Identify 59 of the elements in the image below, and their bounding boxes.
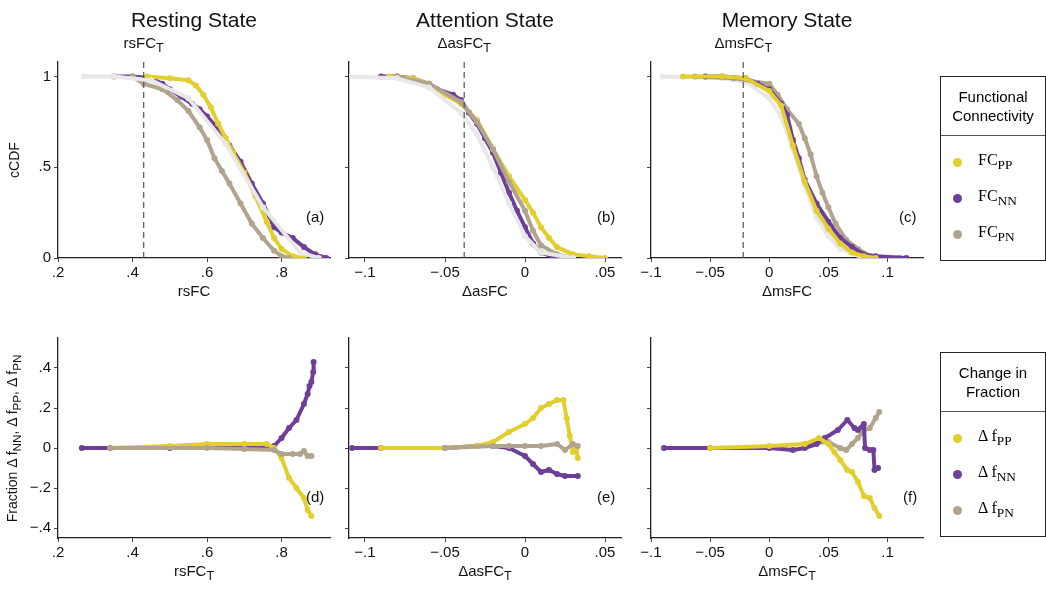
ref-line-label: rsFC$_{T}$ bbox=[122, 34, 165, 55]
x-tick-label: .1 bbox=[881, 543, 894, 561]
annotation: (b) bbox=[597, 208, 616, 225]
y-axis-title: cCDF bbox=[5, 142, 22, 178]
x-tick-label: −.05 bbox=[430, 263, 460, 281]
annotation: (e) bbox=[597, 488, 616, 505]
annotation: (d) bbox=[306, 488, 325, 505]
y-tick-label: 0 bbox=[42, 248, 51, 266]
legend-title: Change in Fraction bbox=[941, 353, 1045, 412]
legend-label: FC$_{PP}$ bbox=[978, 150, 1013, 174]
ref-line-label: ΔmsFC$_{T}$ bbox=[713, 34, 774, 55]
x-tick-label: 0 bbox=[765, 543, 774, 561]
x-tick-label: .05 bbox=[594, 543, 616, 561]
legend-label: Δ f$_{PP}$ bbox=[978, 426, 1012, 450]
x-tick-label: 0 bbox=[520, 263, 530, 281]
legend-title: Functional Connectivity bbox=[941, 77, 1045, 136]
x-tick-label: −.1 bbox=[640, 543, 662, 561]
legend-label: Δ f$_{NN}$ bbox=[978, 462, 1016, 486]
x-tick-label: .6 bbox=[200, 263, 214, 281]
annotation: (f) bbox=[903, 488, 918, 505]
x-tick-label: .4 bbox=[126, 543, 139, 561]
x-tick-label: −.1 bbox=[354, 263, 376, 281]
y-tick-label: 1 bbox=[42, 66, 51, 84]
legend-label: FC$_{PN}$ bbox=[978, 222, 1015, 246]
y-tick-label: −.2 bbox=[29, 478, 51, 496]
legend-label: FC$_{NN}$ bbox=[978, 186, 1017, 210]
x-axis-title: rsFC$_{T}$ bbox=[172, 562, 216, 583]
chart-title: Attention State bbox=[415, 8, 555, 32]
y-tick-label: 0 bbox=[42, 438, 51, 456]
y-tick-label: .4 bbox=[38, 358, 51, 376]
x-axis-title: ΔmsFC bbox=[761, 282, 813, 299]
chart-title: Resting State bbox=[129, 8, 259, 32]
x-tick-label: .05 bbox=[817, 263, 839, 281]
x-tick-label: −.1 bbox=[354, 543, 376, 561]
x-tick-label: −.1 bbox=[640, 263, 662, 281]
x-tick-label: .8 bbox=[275, 263, 288, 281]
ref-line-label: ΔasFC$_{T}$ bbox=[436, 34, 492, 55]
legend-label: Δ f$_{PN}$ bbox=[978, 498, 1014, 522]
x-tick-label: −.05 bbox=[430, 543, 460, 561]
annotation: (a) bbox=[306, 208, 325, 225]
x-tick-label: .8 bbox=[275, 543, 288, 561]
x-tick-label: .6 bbox=[200, 543, 214, 561]
y-tick-label: .2 bbox=[38, 398, 51, 416]
x-tick-label: .05 bbox=[594, 263, 616, 281]
x-tick-label: .05 bbox=[817, 543, 839, 561]
x-axis-title: ΔasFC$_{T}$ bbox=[457, 562, 513, 583]
x-tick-label: −.05 bbox=[695, 543, 725, 561]
x-tick-label: 0 bbox=[765, 263, 774, 281]
chart-title: Memory State bbox=[720, 8, 854, 32]
y-tick-label: .5 bbox=[38, 157, 51, 175]
y-tick-label: −.4 bbox=[29, 518, 51, 536]
x-tick-label: −.05 bbox=[695, 263, 725, 281]
x-tick-label: 0 bbox=[520, 543, 530, 561]
annotation: (c) bbox=[899, 208, 917, 225]
x-axis-title: ΔasFC bbox=[461, 282, 509, 299]
x-axis-title: rsFC bbox=[176, 282, 212, 299]
x-axis-title: ΔmsFC$_{T}$ bbox=[757, 562, 817, 583]
x-tick-label: .4 bbox=[126, 263, 139, 281]
x-tick-label: .1 bbox=[881, 263, 894, 281]
